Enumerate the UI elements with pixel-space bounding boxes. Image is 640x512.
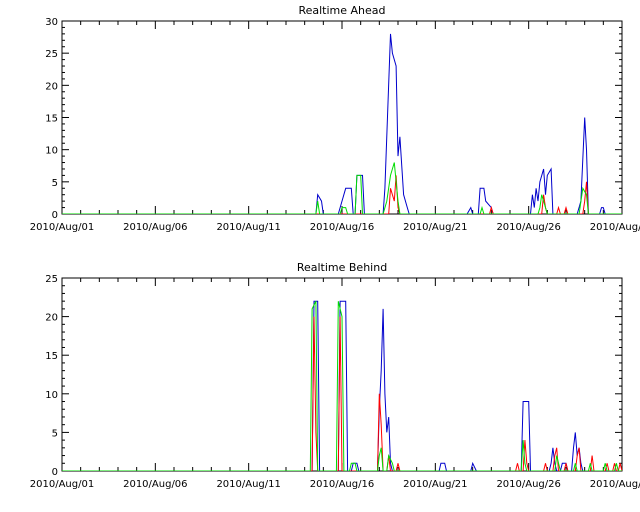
y-tick-label: 25 (45, 274, 58, 285)
y-tick-label: 30 (45, 17, 58, 28)
x-tick-label: 2010/Aug/31 (590, 222, 640, 233)
y-tick-label: 10 (45, 146, 58, 157)
series-line-1 (62, 33, 622, 214)
series-line-3 (62, 162, 622, 214)
x-tick-label: 2010/Aug/26 (496, 222, 560, 233)
y-tick-label: 5 (52, 428, 58, 439)
x-tick-label: 2010/Aug/06 (123, 479, 187, 490)
x-tick-label: 2010/Aug/31 (590, 479, 640, 490)
y-tick-label: 15 (45, 351, 58, 362)
chart-panel-1: Realtime Ahead 0 5 10 15 20 25 30 2010/Aug/01 201… (30, 4, 640, 233)
chart-title: Realtime Behind (297, 261, 387, 274)
y-tick-label: 20 (45, 81, 58, 92)
x-tick-label: 2010/Aug/21 (403, 222, 467, 233)
x-tick-label: 2010/Aug/16 (310, 222, 374, 233)
x-tick-label: 2010/Aug/06 (123, 222, 187, 233)
x-tick-label: 2010/Aug/21 (403, 479, 467, 490)
x-tick-label: 2010/Aug/01 (30, 479, 94, 490)
x-tick-label: 2010/Aug/26 (496, 479, 560, 490)
chart-title: Realtime Ahead (298, 4, 385, 17)
x-tick-label: 2010/Aug/11 (216, 222, 280, 233)
series-line-2 (62, 316, 622, 471)
y-tick-label: 0 (52, 467, 58, 478)
x-tick-label: 2010/Aug/16 (310, 479, 374, 490)
y-tick-label: 0 (52, 210, 58, 221)
series-line-3 (62, 300, 622, 471)
x-tick-label: 2010/Aug/11 (216, 479, 280, 490)
y-tick-label: 5 (52, 178, 58, 189)
y-tick-label: 25 (45, 49, 58, 60)
y-tick-label: 20 (45, 313, 58, 324)
y-tick-label: 10 (45, 390, 58, 401)
y-tick-label: 15 (45, 114, 58, 125)
x-tick-label: 2010/Aug/01 (30, 222, 94, 233)
chart-panel-2: Realtime Behind 0 5 10 15 20 25 2010/Aug/01 2010… (30, 261, 640, 490)
